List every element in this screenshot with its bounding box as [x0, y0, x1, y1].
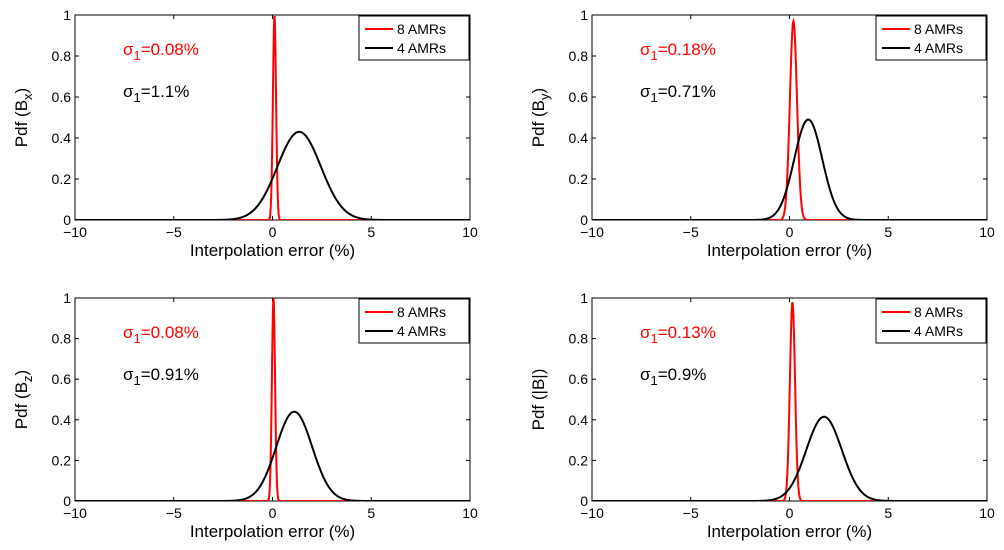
y-tick-label: 0	[63, 493, 71, 509]
x-tick-label: 10	[462, 505, 478, 521]
y-tick-label: 1	[580, 7, 588, 23]
y-tick-label: 0.2	[52, 171, 72, 187]
series-line-8-amrs	[75, 298, 470, 501]
y-tick-label: 1	[580, 290, 588, 306]
chart-panel-4: −10 −5 0 5 10 0 0.2 0.4 0.6 0.8 1 Interpolation err…	[529, 290, 995, 541]
legend-label: 8 AMRs	[397, 21, 446, 37]
legend-label: 8 AMRs	[914, 21, 963, 37]
legend: 8 AMRs 4 AMRs	[358, 15, 470, 61]
sigma-annotation: σ1=0.08%	[123, 323, 199, 346]
x-tick-label: 0	[786, 505, 794, 521]
x-tick-label: −5	[166, 505, 182, 521]
x-tick-label: −10	[580, 224, 604, 240]
x-tick-label: 5	[884, 224, 892, 240]
legend-label: 4 AMRs	[914, 323, 963, 339]
x-tick-label: −10	[63, 505, 87, 521]
chart-panel-3: −10 −5 0 5 10 0 0.2 0.4 0.6 0.8 1 Interpolation err…	[12, 290, 478, 541]
x-tick-label: −10	[63, 224, 87, 240]
x-tick-label: 5	[367, 505, 375, 521]
x-tick-label: 10	[462, 224, 478, 240]
y-axis-label: Pdf (By)	[529, 88, 552, 147]
y-axis-label: Pdf (Bx)	[12, 88, 35, 147]
x-tick-label: −5	[683, 505, 699, 521]
series-line-4-amrs	[75, 410, 470, 501]
legend: 8 AMRs 4 AMRs	[875, 15, 987, 61]
sigma-annotation: σ1=1.1%	[123, 82, 189, 105]
legend-label: 4 AMRs	[397, 323, 446, 339]
sigma-annotation: σ1=0.08%	[123, 40, 199, 63]
y-tick-label: 0.2	[52, 452, 72, 468]
series-line-8-amrs	[75, 15, 470, 220]
legend: 8 AMRs 4 AMRs	[875, 298, 987, 344]
x-axis-label: Interpolation error (%)	[190, 522, 355, 541]
chart-panel-2: −10 −5 0 5 10 0 0.2 0.4 0.6 0.8 1 Interpolation err…	[529, 7, 995, 260]
y-tick-label: 1	[63, 7, 71, 23]
x-tick-label: −5	[166, 224, 182, 240]
x-axis-label: Interpolation error (%)	[707, 522, 872, 541]
y-tick-label: 0	[580, 493, 588, 509]
x-tick-label: 10	[979, 224, 995, 240]
y-tick-label: 0	[63, 212, 71, 228]
legend-label: 4 AMRs	[914, 40, 963, 56]
legend-box	[875, 298, 987, 344]
y-tick-label: 0.4	[569, 130, 589, 146]
series-line-8-amrs	[592, 301, 987, 501]
y-tick-label: 0.4	[52, 130, 72, 146]
series-line-4-amrs	[75, 130, 470, 220]
x-tick-label: 5	[367, 224, 375, 240]
series-line-8-amrs	[592, 17, 987, 220]
chart-panel-1: −10 −5 0 5 10 0 0.2 0.4 0.6 0.8 1 Interpolation err…	[12, 7, 478, 260]
sigma-annotation: σ1=0.9%	[640, 365, 706, 388]
series-line-4-amrs	[592, 118, 987, 220]
x-tick-label: −10	[580, 505, 604, 521]
legend-label: 8 AMRs	[397, 304, 446, 320]
legend: 8 AMRs 4 AMRs	[358, 298, 470, 344]
legend-box	[875, 15, 987, 61]
y-tick-label: 0	[580, 212, 588, 228]
y-tick-label: 0.2	[569, 452, 589, 468]
x-axis-label: Interpolation error (%)	[190, 241, 355, 260]
y-tick-label: 0.6	[52, 371, 72, 387]
x-tick-label: 10	[979, 505, 995, 521]
y-tick-label: 0.8	[569, 48, 589, 64]
y-tick-label: 1	[63, 290, 71, 306]
x-axis-label: Interpolation error (%)	[707, 241, 872, 260]
sigma-annotation: σ1=0.13%	[640, 323, 716, 346]
y-tick-label: 0.4	[52, 412, 72, 428]
x-tick-label: −5	[683, 224, 699, 240]
x-tick-label: 0	[269, 224, 277, 240]
y-tick-label: 0.2	[569, 171, 589, 187]
legend-label: 4 AMRs	[397, 40, 446, 56]
series-line-4-amrs	[592, 415, 987, 501]
y-axis-label: Pdf (|B|)	[529, 369, 548, 431]
x-tick-label: 0	[269, 505, 277, 521]
y-tick-label: 0.8	[52, 331, 72, 347]
y-tick-label: 0.6	[569, 371, 589, 387]
legend-label: 8 AMRs	[914, 304, 963, 320]
y-tick-label: 0.4	[569, 412, 589, 428]
y-tick-label: 0.6	[52, 89, 72, 105]
y-axis-label: Pdf (Bz)	[12, 370, 35, 429]
y-tick-label: 0.8	[569, 331, 589, 347]
sigma-annotation: σ1=0.91%	[123, 365, 199, 388]
sigma-annotation: σ1=0.71%	[640, 82, 716, 105]
x-tick-label: 5	[884, 505, 892, 521]
x-tick-label: 0	[786, 224, 794, 240]
y-tick-label: 0.6	[569, 89, 589, 105]
legend-box	[358, 15, 470, 61]
sigma-annotation: σ1=0.18%	[640, 40, 716, 63]
legend-box	[358, 298, 470, 344]
y-tick-label: 0.8	[52, 48, 72, 64]
